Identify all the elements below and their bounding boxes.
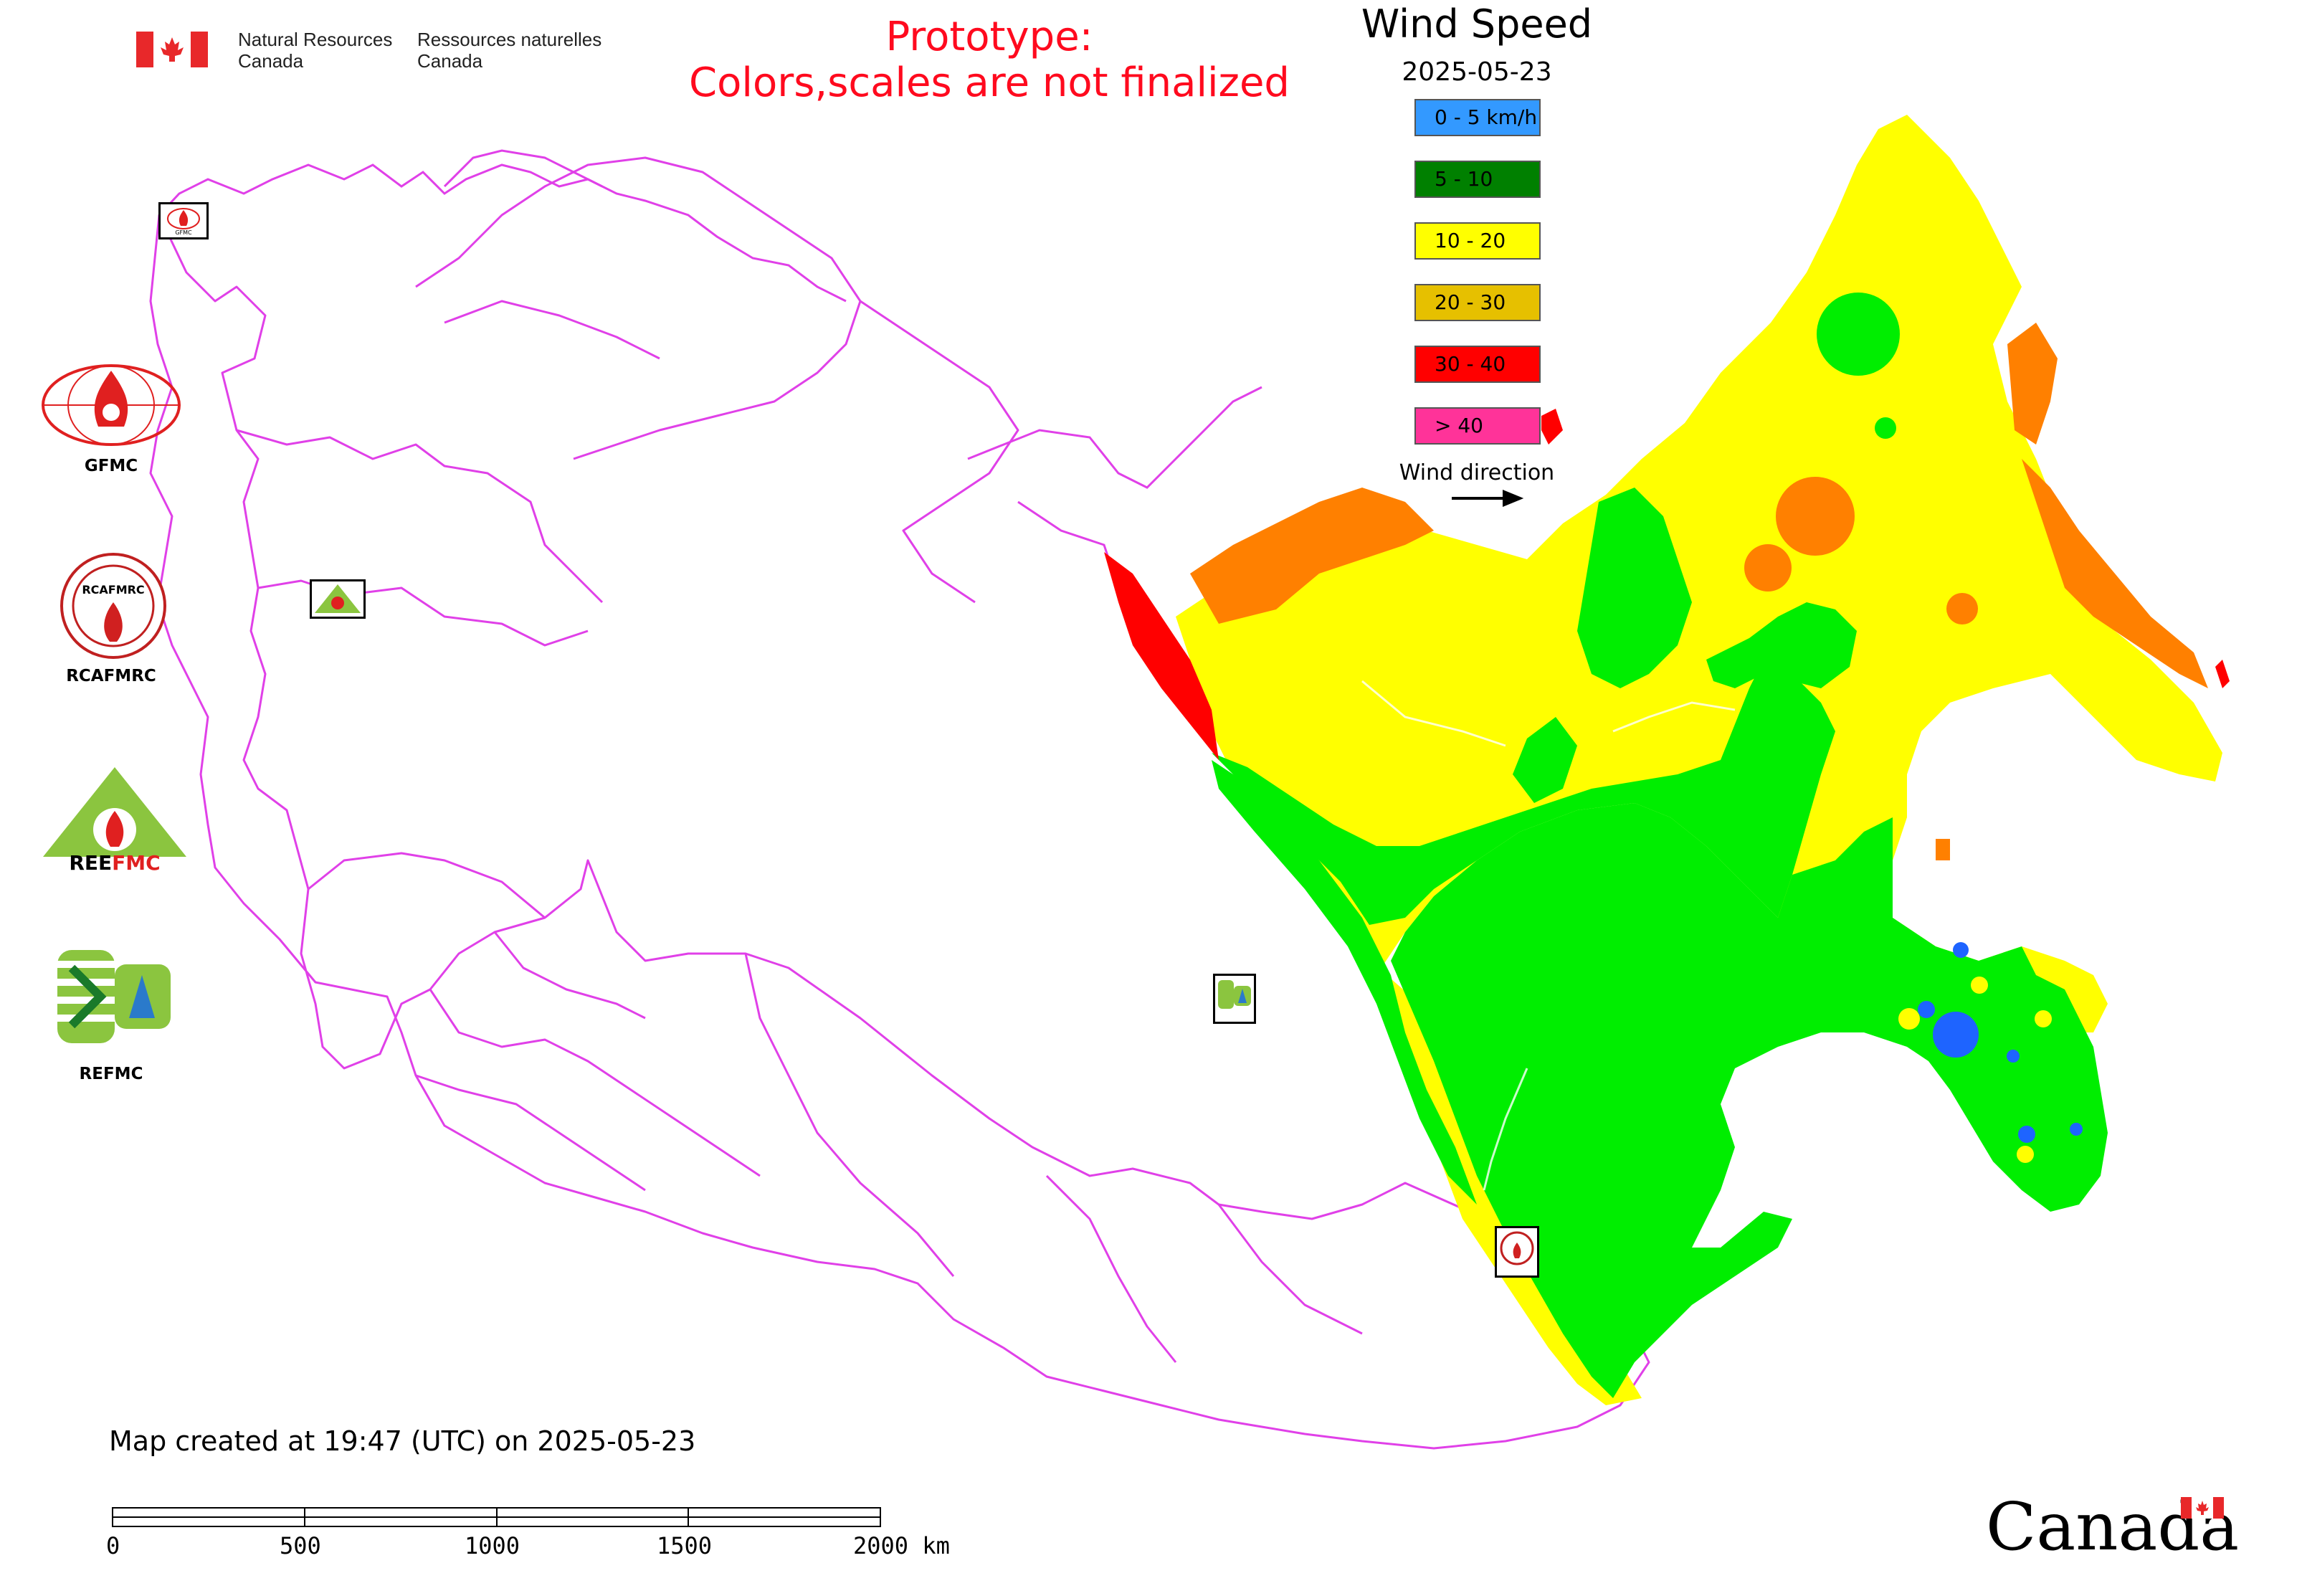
scale-bar-graphic: [112, 1507, 881, 1527]
refmc-marker-icon: [1218, 980, 1251, 1009]
svg-text:GFMC: GFMC: [175, 229, 192, 236]
legend-item-30-40: 30 - 40: [1414, 346, 1541, 383]
prototype-line1: Prototype:: [885, 14, 1093, 60]
agency-en-line2: Canada: [238, 50, 304, 72]
prototype-line2: Colors,scales are not finalized: [689, 60, 1290, 106]
svg-text:REEFMC: REEFMC: [69, 851, 160, 871]
reefmc-logo-icon: REEFMC: [43, 767, 186, 871]
org-rcafmrc: RCAFMRC RCAFMRC: [39, 552, 183, 688]
legend-title: Wind Speed: [1361, 1, 1593, 47]
org-refmc: REFMC: [43, 946, 179, 1090]
wind-direction-arrow: [1452, 490, 1524, 507]
org-label-gfmc: GFMC: [84, 457, 138, 475]
legend-item-10-20: 10 - 20: [1414, 222, 1541, 260]
canada-wordmark-flag-icon: [2181, 1497, 2224, 1519]
rcafmrc-logo-icon: RCAFMRC: [60, 553, 166, 659]
agency-fr-line1: Ressources naturelles: [417, 29, 602, 50]
reefmc-map-marker[interactable]: [310, 579, 366, 619]
gfmc-logo-icon: [42, 364, 181, 446]
org-label-refmc: REFMC: [79, 1065, 143, 1083]
legend-item-5-10: 5 - 10: [1414, 161, 1541, 198]
legend: Wind Speed 2025-05-23 0 - 5 km/h 5 - 10 …: [1333, 0, 1620, 516]
map-created-text: Map created at 19:47 (UTC) on 2025-05-23: [109, 1425, 696, 1457]
canada-flag-icon: [136, 32, 208, 67]
scale-label-2000: 2000 km: [853, 1532, 950, 1559]
agency-en-line1: Natural Resources: [238, 29, 393, 50]
legend-item-0-5: 0 - 5 km/h: [1414, 99, 1541, 136]
scale-bar: 0 500 1000 1500 2000 km: [106, 1502, 968, 1574]
scale-label-1000: 1000: [465, 1532, 520, 1559]
scale-label-1500: 1500: [657, 1532, 713, 1559]
wind-direction-label: Wind direction: [1399, 460, 1555, 485]
wind-zones: [1104, 115, 2230, 1405]
legend-date: 2025-05-23: [1402, 57, 1552, 87]
gfmc-map-marker[interactable]: GFMC: [158, 202, 209, 239]
canada-wordmark: Canada: [1986, 1491, 2239, 1570]
scale-label-500: 500: [280, 1532, 321, 1559]
svg-text:RCAFMRC: RCAFMRC: [82, 583, 144, 597]
prototype-notice: Prototype: Colors,scales are not finaliz…: [645, 14, 1333, 106]
rcafmrc-marker-icon: [1500, 1231, 1534, 1265]
org-gfmc: GFMC: [39, 362, 183, 477]
org-label-rcafmrc: RCAFMRC: [66, 667, 156, 685]
rcafmrc-map-marker[interactable]: [1495, 1226, 1539, 1278]
refmc-map-marker[interactable]: [1213, 974, 1256, 1024]
org-reefmc: REEFMC: [36, 764, 194, 878]
legend-item-over-40: > 40: [1414, 407, 1541, 445]
legend-item-20-30: 20 - 30: [1414, 284, 1541, 321]
reefmc-marker-icon: [315, 584, 361, 613]
gfmc-marker-icon: GFMC: [167, 208, 200, 236]
gov-signature: Natural Resources Canada Ressources natu…: [136, 29, 609, 79]
refmc-logo-icon: [57, 950, 171, 1043]
scale-label-0: 0: [106, 1532, 120, 1559]
agency-fr-line2: Canada: [417, 50, 483, 72]
